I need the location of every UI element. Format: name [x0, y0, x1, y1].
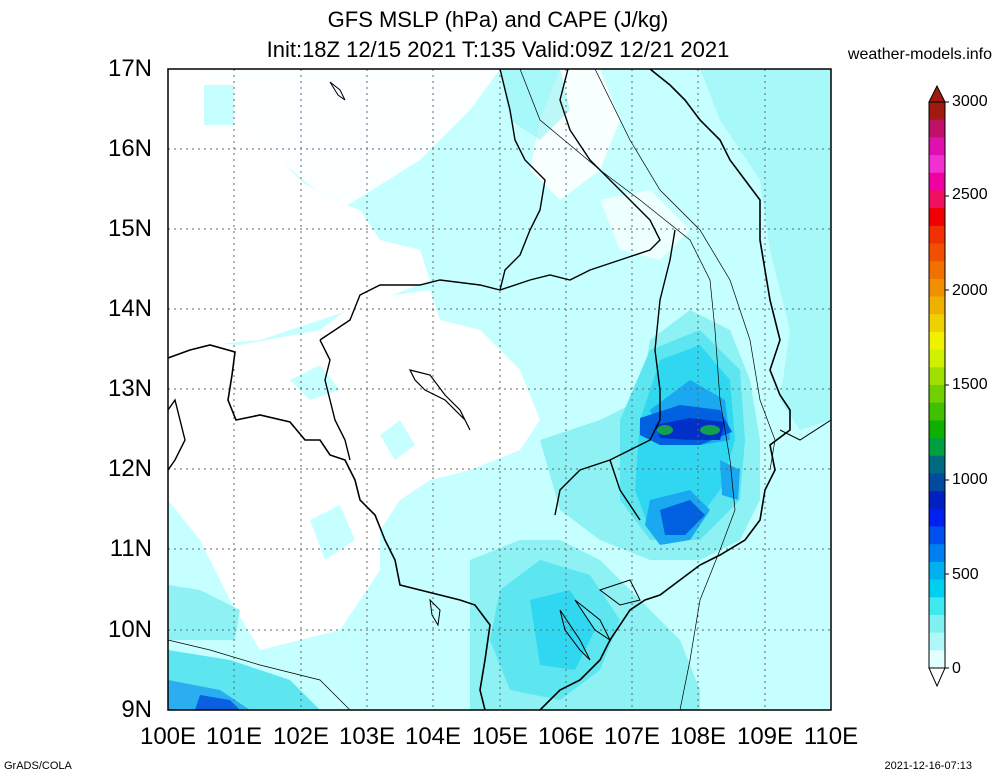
colorbar-label: 0 — [952, 660, 961, 677]
lat-tick-label: 12N — [107, 455, 152, 482]
colorbar-label: 1000 — [952, 471, 988, 488]
colorbar-swatch — [929, 579, 945, 598]
isobars — [168, 69, 776, 710]
colorbar-swatch — [929, 155, 945, 174]
colorbar-swatch — [929, 261, 945, 280]
colorbar-swatch — [929, 385, 945, 404]
colorbar-label: 1500 — [952, 376, 988, 393]
colorbar-label: 2000 — [952, 282, 988, 299]
colorbar-swatch — [929, 402, 945, 421]
lon-tick-label: 105E — [471, 723, 529, 750]
colorbar-max-arrow — [928, 84, 946, 103]
colorbar-swatch — [929, 438, 945, 457]
footer-timestamp: 2021-12-16-07:13 — [884, 760, 972, 772]
lon-tick-label: 103E — [338, 723, 396, 750]
colorbar-swatch — [929, 225, 945, 245]
lon-tick-label: 106E — [537, 723, 595, 750]
lat-tick-label: 14N — [107, 295, 152, 322]
lat-tick-label: 16N — [107, 135, 152, 162]
graticule — [168, 69, 831, 710]
lon-tick-label: 104E — [404, 723, 462, 750]
colorbar-swatch — [929, 526, 945, 545]
colorbar-swatch — [929, 597, 945, 616]
colorbar-swatch — [929, 508, 945, 528]
site-credit: weather-models.info — [847, 46, 992, 63]
colorbar-swatch — [929, 314, 945, 333]
colorbar-swatch — [929, 190, 945, 209]
colorbar-swatch — [929, 278, 945, 298]
lat-tick-label: 13N — [107, 375, 152, 402]
colorbar-swatch — [929, 172, 945, 192]
cape-colorbar — [928, 84, 949, 688]
colorbar-label: 3000 — [952, 93, 988, 110]
lon-tick-label: 108E — [669, 723, 727, 750]
colorbar-swatch — [929, 455, 945, 475]
lon-tick-label: 101E — [205, 723, 263, 750]
lat-tick-label: 15N — [107, 215, 152, 242]
colorbar-swatch — [929, 367, 945, 386]
colorbar-swatch — [929, 296, 945, 315]
plot-frame — [167, 68, 832, 711]
lat-tick-label: 10N — [107, 616, 152, 643]
colorbar-swatch — [929, 102, 945, 121]
colorbar-swatch — [929, 632, 945, 651]
colorbar-swatch — [929, 473, 945, 492]
lon-tick-label: 110E — [803, 723, 859, 750]
coastlines — [168, 69, 831, 710]
lon-tick-label: 102E — [272, 723, 330, 750]
map-title: GFS MSLP (hPa) and CAPE (J/kg) — [327, 7, 669, 32]
colorbar-swatch — [929, 544, 945, 563]
map-subtitle: Init:18Z 12/15 2021 T:135 Valid:09Z 12/2… — [266, 37, 730, 62]
colorbar-label: 500 — [952, 566, 979, 583]
colorbar-swatch — [929, 349, 945, 368]
footer-software: GrADS/COLA — [4, 760, 72, 772]
colorbar-label: 2500 — [952, 186, 988, 203]
colorbar-swatch — [929, 614, 945, 634]
colorbar-swatch — [929, 119, 945, 138]
colorbar-swatch — [929, 331, 945, 351]
colorbar-min-arrow — [928, 667, 946, 688]
colorbar-swatch — [929, 650, 945, 669]
lon-tick-label: 109E — [736, 723, 794, 750]
colorbar-swatch — [929, 561, 945, 581]
colorbar-swatch — [929, 137, 945, 156]
colorbar-swatch — [929, 243, 945, 262]
lat-tick-label: 17N — [107, 55, 152, 82]
colorbar-swatch — [929, 491, 945, 510]
lon-tick-label: 100E — [139, 723, 197, 750]
colorbar-swatch — [929, 208, 945, 227]
lat-tick-label: 9N — [121, 696, 152, 723]
colorbar-swatch — [929, 420, 945, 439]
lon-tick-label: 107E — [603, 723, 661, 750]
lat-tick-label: 11N — [109, 535, 152, 562]
